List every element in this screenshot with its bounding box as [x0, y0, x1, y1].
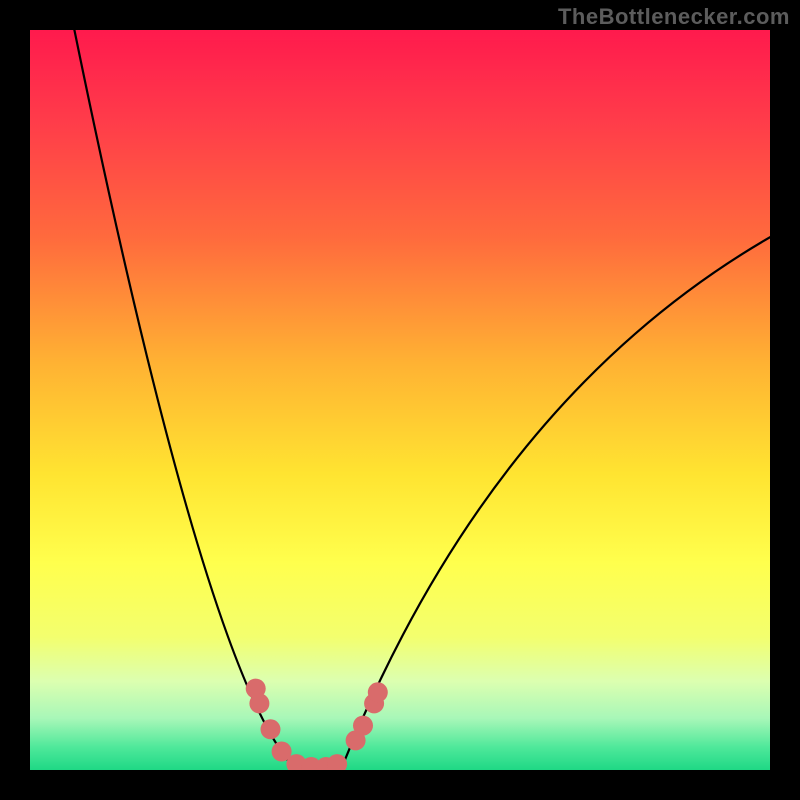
- marker-point: [249, 693, 269, 713]
- watermark: TheBottlenecker.com: [558, 4, 790, 30]
- stage: TheBottlenecker.com: [0, 0, 800, 800]
- gradient-background: [30, 30, 770, 770]
- marker-point: [261, 719, 281, 739]
- bottleneck-chart: [0, 0, 800, 800]
- marker-point: [368, 682, 388, 702]
- marker-point: [353, 716, 373, 736]
